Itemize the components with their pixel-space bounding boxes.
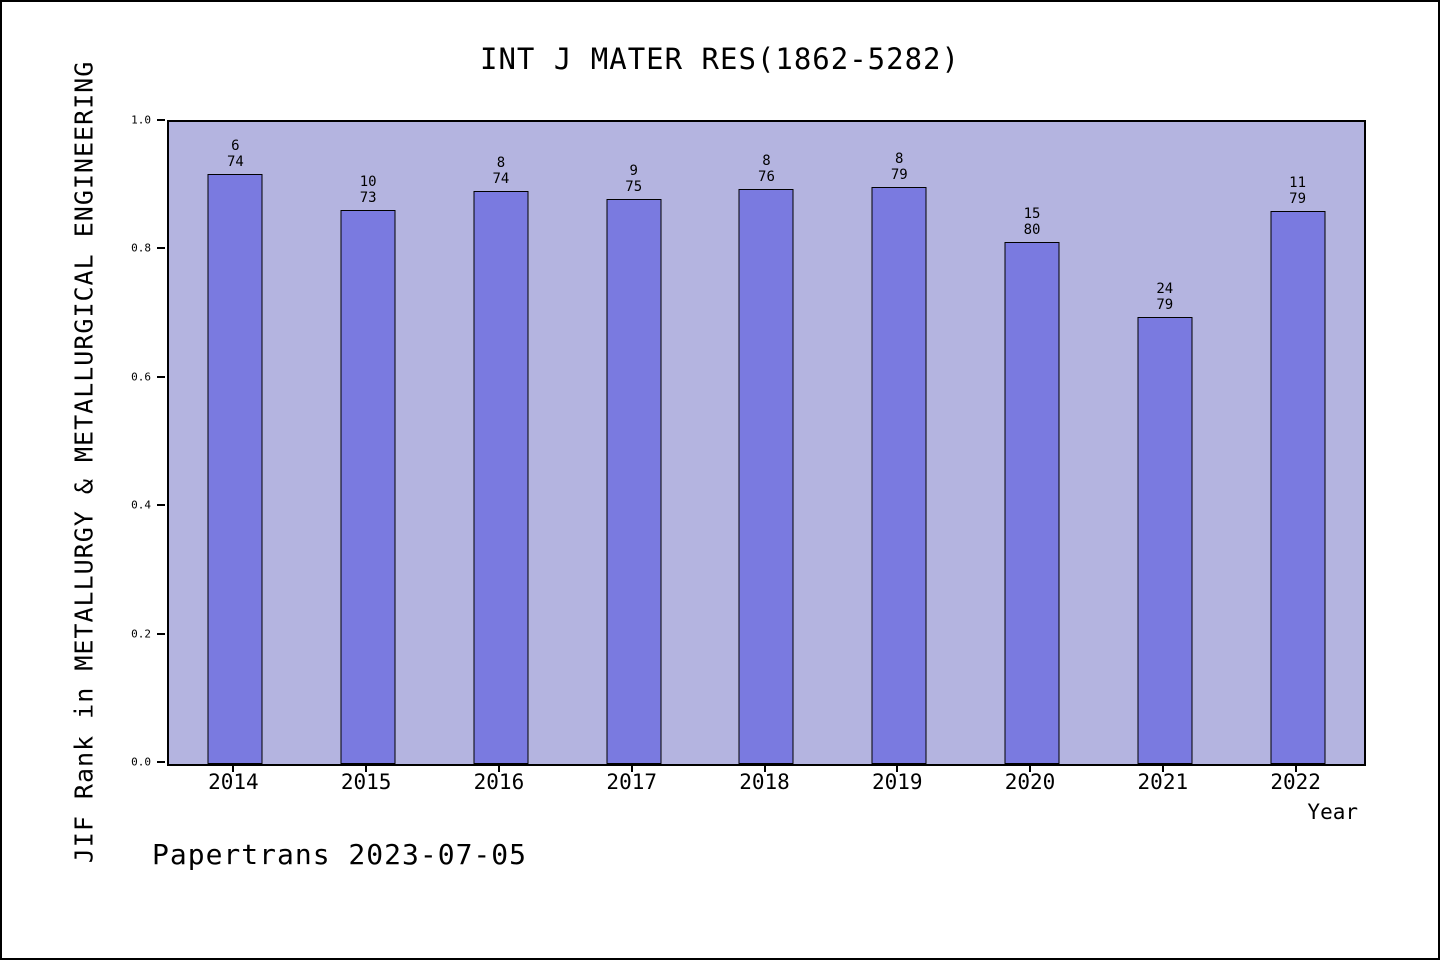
x-axis-title: Year: [1307, 800, 1358, 824]
x-tick-mark: [365, 764, 368, 772]
bar-2021: [1137, 317, 1193, 764]
bar-slot-2022: 11 79: [1231, 122, 1364, 764]
x-tick-label-2020: 2020: [1004, 770, 1056, 794]
x-tick-mark: [896, 764, 899, 772]
bar-annotation-2022: 11 79: [1289, 175, 1307, 208]
y-tick-label: 1.0: [131, 113, 151, 127]
x-tick-label-2018: 2018: [739, 770, 790, 794]
bar-annotation-2017: 9 75: [625, 163, 643, 196]
chart-title: INT J MATER RES(1862-5282): [480, 42, 960, 76]
x-tick-mark: [763, 764, 766, 772]
bar-annotation-2020: 15 80: [1023, 206, 1041, 239]
y-tick-mark: [157, 632, 165, 635]
y-tick-label: 0.6: [131, 370, 151, 384]
y-tick-mark: [157, 247, 165, 250]
y-tick-mark: [157, 504, 165, 507]
footer-text: Papertrans 2023-07-05: [152, 838, 528, 871]
plot-area: 6 74 10 73 8 74 9 75 8 76 8 79 15 80 24 79 11 79: [167, 120, 1366, 766]
bar-2018: [738, 189, 794, 764]
y-tick-mark: [157, 761, 165, 763]
y-tick-label: 0.8: [131, 241, 151, 255]
bar-2020: [1004, 242, 1060, 764]
x-tick-label-2021: 2021: [1137, 770, 1189, 794]
bar-slot-2019: 8 79: [833, 122, 966, 764]
bar-2016: [473, 191, 529, 764]
bar-slot-2018: 8 76: [700, 122, 833, 764]
bar-annotation-2018: 8 76: [758, 153, 775, 186]
bar-2017: [606, 199, 662, 764]
x-tick-label-2016: 2016: [473, 770, 525, 794]
x-tick-mark: [232, 764, 235, 772]
x-tick-mark: [630, 764, 633, 772]
bar-annotation-2016: 8 74: [492, 155, 510, 188]
y-tick-mark: [157, 375, 165, 378]
bar-annotation-2014: 6 74: [226, 138, 244, 171]
y-tick-label: 0.2: [131, 627, 151, 641]
bar-2015: [340, 209, 396, 764]
x-tick-label-2017: 2017: [606, 770, 658, 794]
x-tick-label-2014: 2014: [208, 770, 259, 794]
bar-2022: [1270, 211, 1326, 764]
x-tick-mark: [1029, 764, 1032, 772]
x-tick-label-2015: 2015: [340, 770, 392, 794]
bar-annotation-2019: 8 79: [890, 150, 908, 183]
x-tick-mark: [497, 764, 500, 772]
bar-slot-2016: 8 74: [435, 122, 568, 764]
bar-slot-2014: 6 74: [169, 122, 302, 764]
bar-slot-2017: 9 75: [567, 122, 700, 764]
bar-2019: [871, 186, 927, 764]
y-tick-label: 0.0: [131, 755, 151, 769]
x-tick-label-2019: 2019: [871, 770, 923, 794]
x-tick-label-2022: 2022: [1270, 770, 1321, 794]
bar-slot-2021: 24 79: [1098, 122, 1231, 764]
y-tick-label: 0.4: [131, 498, 151, 512]
bar-annotation-2021: 24 79: [1156, 281, 1174, 314]
y-tick-mark: [157, 119, 165, 121]
bar-slot-2015: 10 73: [302, 122, 435, 764]
bar-2014: [207, 174, 263, 764]
x-tick-mark: [1161, 764, 1164, 772]
bar-annotation-2015: 10 73: [359, 173, 377, 206]
y-axis: 0.0 0.2 0.4 0.6 0.8 1.0: [2, 114, 165, 769]
bar-slot-2020: 15 80: [966, 122, 1099, 764]
x-axis: 2014 2015 2016 2017 2018 2019 2020 2021 2022: [167, 764, 1362, 824]
x-tick-mark: [1294, 764, 1297, 772]
